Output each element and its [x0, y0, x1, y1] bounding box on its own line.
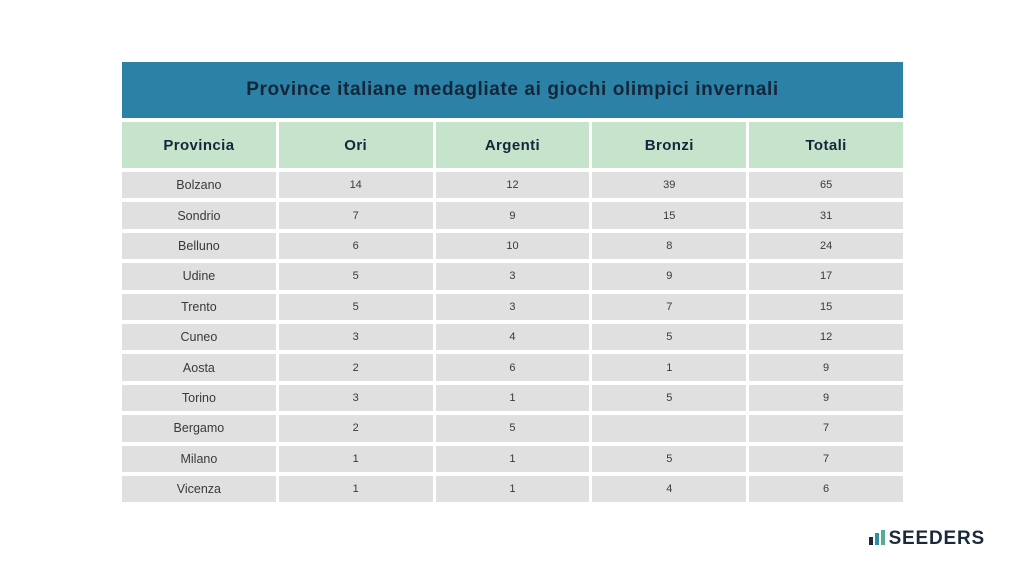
column-header-bronzi: Bronzi — [592, 122, 747, 168]
value-cell: 9 — [749, 384, 903, 412]
value-cell: 3 — [278, 323, 433, 351]
table-row: Milano 1 1 5 7 — [122, 445, 903, 472]
province-cell: Bergamo — [122, 415, 276, 442]
value-cell: 9 — [749, 354, 903, 381]
value-cell: 6 — [749, 475, 903, 503]
value-cell: 1 — [278, 475, 433, 503]
table-title-bar: Province italiane medagliate ai giochi o… — [122, 62, 903, 118]
province-cell: Torino — [122, 384, 276, 412]
province-cell: Bolzano — [122, 172, 276, 199]
column-header-argenti: Argenti — [435, 122, 590, 168]
value-cell: 8 — [592, 232, 747, 260]
value-cell: 31 — [749, 202, 903, 229]
value-cell — [592, 415, 747, 442]
value-cell: 6 — [278, 232, 433, 260]
value-cell: 24 — [749, 232, 903, 260]
value-cell: 12 — [749, 323, 903, 351]
value-cell: 1 — [435, 384, 590, 412]
province-cell: Belluno — [122, 232, 276, 260]
value-cell: 17 — [749, 263, 903, 290]
seeders-logo: SEEDERS — [868, 528, 985, 549]
value-cell: 5 — [278, 263, 433, 290]
table-row: Cuneo 3 4 5 12 — [122, 323, 903, 351]
table-row: Vicenza 1 1 4 6 — [122, 475, 903, 503]
value-cell: 39 — [592, 172, 747, 199]
value-cell: 5 — [592, 445, 747, 472]
table-row: Bolzano 14 12 39 65 — [122, 172, 903, 199]
table-row: Sondrio 7 9 15 31 — [122, 202, 903, 229]
column-header-ori: Ori — [278, 122, 433, 168]
value-cell: 15 — [749, 293, 903, 320]
table-body: Bolzano 14 12 39 65 Sondrio 7 9 15 31 Belluno 6 10 8 2… — [122, 172, 903, 503]
table-row: Udine 5 3 9 17 — [122, 263, 903, 290]
table-row: Bergamo 2 5 7 — [122, 415, 903, 442]
value-cell: 5 — [592, 323, 747, 351]
value-cell: 65 — [749, 172, 903, 199]
value-cell: 12 — [435, 172, 590, 199]
value-cell: 1 — [435, 445, 590, 472]
value-cell: 2 — [278, 354, 433, 381]
value-cell: 14 — [278, 172, 433, 199]
value-cell: 6 — [435, 354, 590, 381]
bar-chart-icon — [868, 530, 885, 548]
value-cell: 1 — [435, 475, 590, 503]
value-cell: 1 — [592, 354, 747, 381]
value-cell: 7 — [749, 415, 903, 442]
value-cell: 4 — [435, 323, 590, 351]
value-cell: 9 — [592, 263, 747, 290]
province-cell: Udine — [122, 263, 276, 290]
column-header-provincia: Provincia — [122, 122, 276, 168]
logo-wordmark: SEEDERS — [888, 528, 985, 549]
province-cell: Aosta — [122, 354, 276, 381]
table-header-row: Provincia Ori Argenti Bronzi Totali — [122, 122, 903, 168]
value-cell: 5 — [592, 384, 747, 412]
column-header-totali: Totali — [749, 122, 903, 168]
province-cell: Trento — [122, 293, 276, 320]
value-cell: 3 — [435, 263, 590, 290]
value-cell: 5 — [278, 293, 433, 320]
province-cell: Sondrio — [122, 202, 276, 229]
value-cell: 3 — [435, 293, 590, 320]
value-cell: 7 — [592, 293, 747, 320]
value-cell: 4 — [592, 475, 747, 503]
table-title: Province italiane medagliate ai giochi o… — [246, 79, 779, 100]
value-cell: 7 — [749, 445, 903, 472]
table-row: Aosta 2 6 1 9 — [122, 354, 903, 381]
value-cell: 1 — [278, 445, 433, 472]
table-row: Belluno 6 10 8 24 — [122, 232, 903, 260]
value-cell: 15 — [592, 202, 747, 229]
table-row: Trento 5 3 7 15 — [122, 293, 903, 320]
province-cell: Milano — [122, 445, 276, 472]
value-cell: 10 — [435, 232, 590, 260]
value-cell: 3 — [278, 384, 433, 412]
province-cell: Cuneo — [122, 323, 276, 351]
value-cell: 9 — [435, 202, 590, 229]
value-cell: 7 — [278, 202, 433, 229]
table-row: Torino 3 1 5 9 — [122, 384, 903, 412]
value-cell: 2 — [278, 415, 433, 442]
medals-table: Province italiane medagliate ai giochi o… — [122, 62, 903, 506]
value-cell: 5 — [435, 415, 590, 442]
province-cell: Vicenza — [122, 475, 276, 503]
